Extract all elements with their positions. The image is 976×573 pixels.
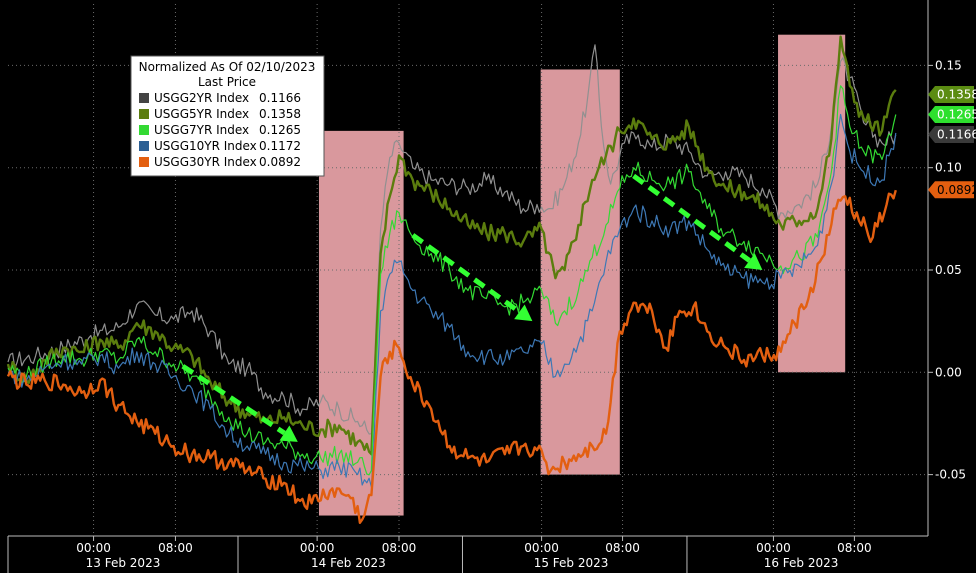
last-value-label-4: 0.0892	[937, 183, 976, 197]
series-lines	[6, 35, 897, 524]
legend-title: Normalized As Of 02/10/2023	[139, 60, 316, 74]
legend-entry-name-4: USGG10YR Index	[154, 139, 257, 153]
axes	[7, 0, 929, 573]
legend-box	[130, 55, 325, 177]
last-value-badge-1	[928, 85, 974, 103]
legend-entry-name-2: USGG5YR Index	[154, 107, 249, 121]
x-tick-label-8: 08:00	[837, 541, 872, 555]
day-label-2: 14 Feb 2023	[311, 556, 386, 570]
legend-swatch-3	[139, 125, 149, 135]
y-tick-label-5: -0.05	[935, 468, 966, 482]
last-value-badge-4	[928, 181, 974, 199]
trend-arrow-head-3	[744, 253, 763, 270]
x-axis-ticks: 00:00 08:00 00:00 08:00 00:00 08:00 00:00 08:00…	[76, 536, 872, 570]
series-line-usgg2yr-index	[7, 44, 897, 435]
legend-entry-value-1: 0.1166	[259, 91, 301, 105]
last-value-badge-3	[928, 125, 974, 143]
highlight-region-2	[540, 69, 620, 475]
trend-arrows	[181, 173, 763, 442]
trend-arrow-3	[632, 173, 751, 263]
trend-arrow-head-1	[279, 425, 298, 442]
trend-arrow-head-2	[514, 304, 533, 322]
legend-swatch-1	[139, 93, 149, 103]
y-axis-ticks: 0.15 0.10 0.05 0.00 -0.05	[928, 58, 966, 482]
legend-swatch-2	[139, 109, 149, 119]
last-value-badge-2	[928, 105, 974, 123]
last-value-label-3: 0.1166	[937, 127, 976, 141]
x-tick-label-6: 08:00	[605, 541, 640, 555]
legend-entry-name-3: USGG7YR Index	[154, 123, 249, 137]
legend-subtitle: Last Price	[198, 75, 256, 89]
last-value-badges: 0.1358 0.1265 0.1166 0.0892	[928, 85, 976, 199]
x-tick-label-1: 00:00	[76, 541, 111, 555]
legend-entry-value-5: 0.0892	[259, 155, 301, 169]
day-label-1: 13 Feb 2023	[86, 556, 161, 570]
trend-arrow-1	[181, 364, 286, 436]
y-tick-label-2: 0.10	[935, 161, 962, 175]
legend-entry-value-3: 0.1265	[259, 123, 301, 137]
y-tick-label-3: 0.05	[935, 263, 962, 277]
legend-entries: USGG2YR Index 0.1166 USGG5YR Index 0.1358 US…	[139, 91, 301, 169]
series-line-usgg5yr-index	[6, 35, 897, 456]
day-label-3: 15 Feb 2023	[534, 556, 609, 570]
legend-swatch-5	[139, 157, 149, 167]
series-line-usgg7yr-index	[7, 85, 897, 476]
series-line-usgg10yr-index	[7, 113, 897, 488]
gridlines	[8, 4, 928, 536]
legend-entry-value-4: 0.1172	[259, 139, 301, 153]
day-label-4: 16 Feb 2023	[764, 556, 839, 570]
highlight-region-3	[778, 34, 846, 373]
legend-swatch-4	[139, 141, 149, 151]
trend-arrow-2	[411, 233, 521, 314]
legend: Normalized As Of 02/10/2023 Last Price U…	[130, 55, 325, 177]
legend-entry-name-1: USGG2YR Index	[154, 91, 249, 105]
last-value-label-1: 0.1358	[937, 87, 976, 101]
x-tick-label-3: 00:00	[300, 541, 335, 555]
x-tick-label-2: 08:00	[158, 541, 193, 555]
series-line-usgg30yr-index	[6, 189, 897, 524]
y-tick-label-4: 0.00	[935, 365, 962, 379]
last-value-label-2: 0.1265	[937, 107, 976, 121]
x-tick-label-7: 00:00	[756, 541, 791, 555]
y-tick-label-1: 0.15	[935, 58, 962, 72]
legend-entry-value-2: 0.1358	[259, 107, 301, 121]
x-tick-label-4: 08:00	[382, 541, 417, 555]
x-tick-label-5: 00:00	[524, 541, 559, 555]
legend-entry-name-5: USGG30YR Index	[154, 155, 257, 169]
